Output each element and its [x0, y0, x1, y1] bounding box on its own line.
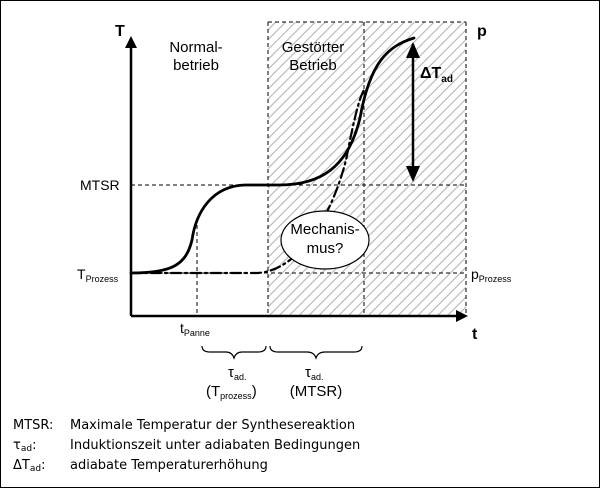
pressure-curve — [129, 88, 366, 275]
mechanism-label-line1: Mechanis- — [290, 221, 359, 238]
normal-operation-label-line2: betrieb — [173, 57, 219, 74]
y-axis-label: T — [115, 23, 125, 40]
legend-abbr: τad: — [13, 438, 37, 454]
t-prozess-label: TProzess — [77, 266, 119, 284]
mtsr-label: MTSR — [80, 177, 120, 193]
legend-desc: adiabate Temperaturerhöhung — [70, 458, 268, 473]
disturbed-operation-label-line1: Gestörter — [282, 39, 345, 56]
t-panne-label: tPanne — [180, 320, 210, 338]
p-prozess-label: pProzess — [471, 266, 512, 284]
y-right-axis-label: p — [477, 23, 487, 40]
legend-abbr: ΔTad: — [13, 458, 46, 474]
normal-operation-label-line1: Normal- — [169, 39, 222, 56]
mechanism-label-line2: mus? — [307, 240, 344, 257]
delta-t-label: ΔTad — [420, 65, 453, 85]
tau-2-label: τad. — [305, 364, 323, 382]
x-axis-label: t — [472, 326, 478, 343]
temperature-curve — [129, 36, 416, 275]
tau-2-brace — [269, 345, 363, 360]
mechanism-bubble — [280, 210, 370, 270]
tau-2-paren-label: (MTSR) — [290, 383, 343, 400]
legend-desc: Induktionszeit unter adiabaten Bedingung… — [70, 438, 361, 453]
tau-1-brace — [201, 345, 267, 360]
legend-desc: Maximale Temperatur der Synthesereaktion — [70, 418, 356, 433]
tau-1-paren-label: (Tprozess) — [206, 383, 257, 401]
disturbed-region — [268, 22, 466, 316]
legend-abbr: MTSR: — [13, 418, 54, 433]
delta-t-arrow-head-top — [406, 42, 420, 58]
disturbed-operation-label-line2: Betrieb — [289, 57, 337, 74]
tau-1-label: τad. — [228, 364, 246, 382]
delta-t-arrow-head-bottom — [406, 166, 420, 182]
